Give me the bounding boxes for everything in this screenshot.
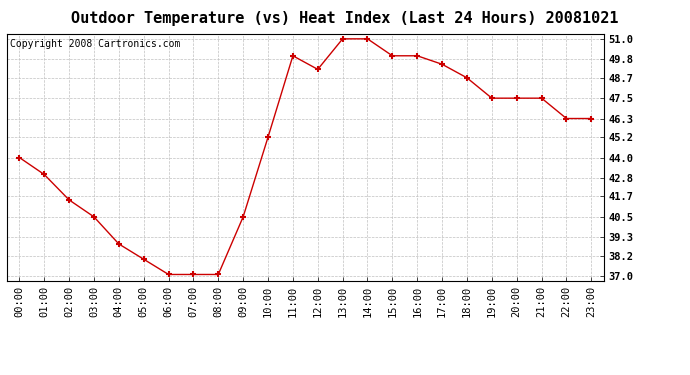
Text: Copyright 2008 Cartronics.com: Copyright 2008 Cartronics.com (10, 39, 180, 49)
Text: Outdoor Temperature (vs) Heat Index (Last 24 Hours) 20081021: Outdoor Temperature (vs) Heat Index (Las… (71, 11, 619, 26)
